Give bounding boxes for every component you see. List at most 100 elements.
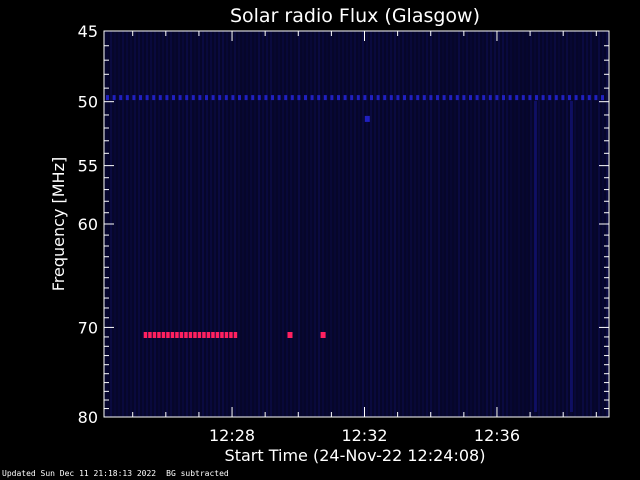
signal-cell: [229, 332, 233, 338]
noise-column: [498, 31, 500, 417]
noise-column: [122, 31, 124, 417]
signal-cell: [188, 332, 193, 338]
signal-cell: [197, 332, 202, 338]
band-cell: [106, 95, 109, 101]
band-cell: [191, 95, 195, 101]
noise-column: [206, 31, 208, 417]
noise-column: [162, 31, 164, 417]
band-cell: [482, 95, 486, 101]
signal-cell: [175, 332, 179, 338]
band-cell: [389, 95, 393, 101]
band-cell: [574, 95, 578, 101]
band-cell: [205, 95, 208, 101]
y-tick-label: 70: [78, 318, 98, 337]
noise-column: [546, 31, 548, 417]
noise-column: [210, 31, 212, 417]
signal-cell: [152, 332, 157, 338]
band-cell: [310, 95, 314, 101]
noise-column: [314, 31, 316, 417]
chart-title: Solar radio Flux (Glasgow): [230, 5, 480, 27]
noise-column: [202, 31, 204, 417]
signal-cell: [211, 332, 215, 338]
y-tick-label: 50: [78, 93, 98, 112]
noise-column: [342, 31, 344, 417]
band-cell: [350, 95, 354, 101]
noise-column: [254, 31, 256, 417]
noise-column: [142, 31, 144, 417]
noise-column: [126, 31, 128, 417]
noise-column: [298, 31, 300, 417]
signal-cell: [233, 332, 238, 338]
noise-column: [594, 31, 596, 417]
noise-column: [414, 31, 416, 417]
noise-column: [510, 31, 512, 417]
noise-column: [138, 31, 140, 417]
noise-column: [490, 31, 492, 417]
noise-column: [390, 31, 392, 417]
noise-column: [166, 31, 168, 417]
noise-column: [246, 31, 248, 417]
band-cell: [132, 95, 136, 101]
y-tick-label: 60: [78, 215, 98, 234]
band-cell: [304, 95, 307, 101]
noise-column: [306, 31, 308, 417]
noise-column: [370, 31, 372, 417]
band-cell: [541, 95, 545, 101]
noise-column: [134, 31, 136, 417]
noise-column: [346, 31, 348, 417]
y-tick-label: 80: [78, 408, 98, 427]
noise-column: [258, 31, 260, 417]
signal-cell: [170, 332, 175, 338]
band-cell: [244, 95, 248, 101]
band-cell: [548, 95, 552, 101]
noise-column: [190, 31, 192, 417]
noise-column: [170, 31, 172, 417]
noise-column: [286, 31, 288, 417]
noise-column: [418, 31, 420, 417]
band-cell: [396, 95, 400, 101]
noise-column: [374, 31, 376, 417]
noise-column: [570, 31, 572, 417]
band-cell: [370, 95, 373, 101]
noise-column: [478, 31, 480, 417]
x-tick-label: 12:28: [209, 426, 255, 445]
noise-column: [402, 31, 404, 417]
noise-column: [270, 31, 272, 417]
noise-column: [466, 31, 468, 417]
noise-column: [282, 31, 284, 417]
band-cell: [356, 95, 360, 101]
band-cell: [508, 95, 512, 101]
noise-column: [406, 31, 408, 417]
noise-column: [394, 31, 396, 417]
x-axis-label: Start Time (24-Nov-22 12:24:08): [225, 446, 486, 465]
band-cell: [409, 95, 413, 101]
band-cell: [297, 95, 301, 101]
band-cell: [581, 95, 585, 101]
noise-column: [454, 31, 456, 417]
band-cell: [515, 95, 519, 101]
x-tick-label: 12:36: [474, 426, 520, 445]
footer-updated: Updated Sun Dec 11 21:18:13 2022: [2, 469, 157, 478]
noise-column: [434, 31, 436, 417]
noise-column: [426, 31, 428, 417]
noise-column: [150, 31, 152, 417]
band-cell: [363, 95, 367, 101]
noise-column: [578, 31, 580, 417]
axes-layer: 45 50 55 60 70 80 12:28 12:32 12:36: [78, 22, 609, 445]
noise-column: [130, 31, 132, 417]
band-cell: [152, 95, 156, 101]
noise-column: [234, 31, 236, 417]
band-cell: [337, 95, 340, 101]
noise-column: [502, 31, 504, 417]
noise-column: [522, 31, 524, 417]
noise-column: [482, 31, 484, 417]
noise-column: [590, 31, 592, 417]
noise-column: [242, 31, 244, 417]
signal-cell: [193, 332, 197, 338]
noise-column: [230, 31, 232, 417]
band-cell: [218, 95, 222, 101]
band-cell: [211, 95, 215, 101]
band-cell: [165, 95, 169, 101]
noise-column: [302, 31, 304, 417]
